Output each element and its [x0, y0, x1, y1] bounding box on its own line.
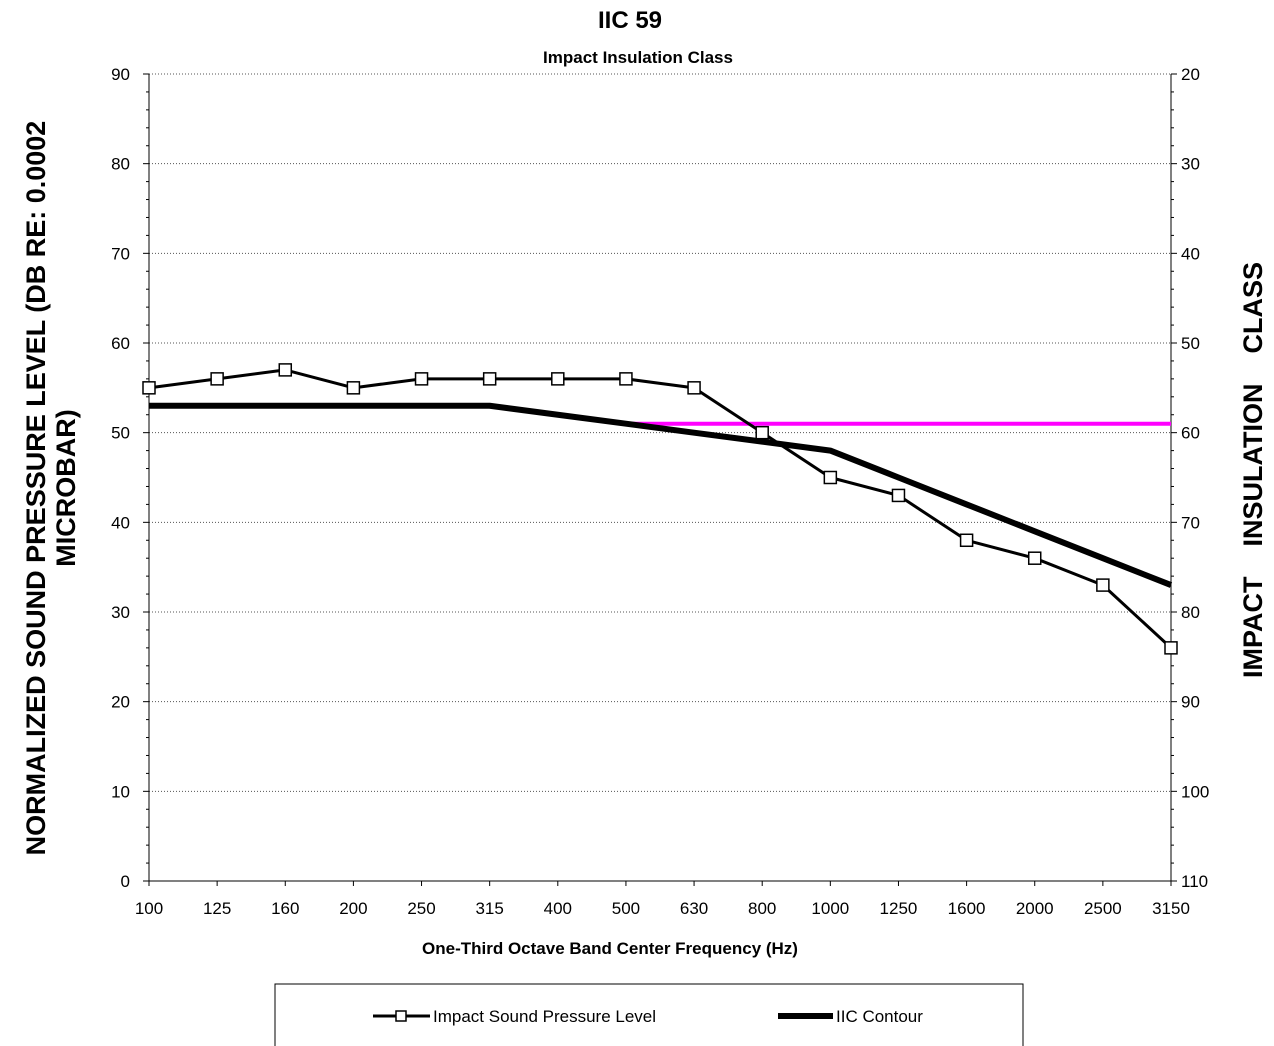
data-point-marker [959, 533, 974, 548]
y-tick-label: 90 [111, 65, 130, 84]
data-point-marker [346, 381, 361, 395]
series-markers [142, 363, 1178, 655]
y2-tick-label: 50 [1181, 334, 1200, 353]
data-point-marker [1164, 641, 1178, 655]
data-point-marker [891, 488, 906, 503]
legend-label-contour: IIC Contour [836, 1007, 923, 1026]
x-tick-label: 250 [407, 899, 435, 918]
y-tick-label: 80 [111, 155, 130, 174]
x-tick-label: 100 [135, 899, 163, 918]
y2-axis-ticks: 110 100 90 80 70 60 50 40 30 20 [1181, 65, 1209, 891]
x-tick-label: 1000 [811, 899, 849, 918]
y-tick-label: 20 [111, 693, 130, 712]
chart-title: IIC 59 [598, 7, 662, 34]
data-point-marker [1096, 578, 1110, 592]
y-tick-label: 40 [111, 513, 130, 532]
x-axis-label: One-Third Octave Band Center Frequency (… [422, 939, 798, 958]
data-point-marker [278, 363, 293, 377]
data-point-marker [414, 372, 429, 386]
chart-subtitle: Impact Insulation Class [543, 48, 733, 67]
y2-tick-label: 90 [1181, 693, 1200, 712]
legend: Impact Sound Pressure Level IIC Contour [274, 983, 1024, 1046]
y2-tick-label: 30 [1181, 155, 1200, 174]
data-point-marker [687, 381, 701, 395]
y2-tick-label: 20 [1181, 65, 1200, 84]
y2-tick-label: 80 [1181, 603, 1200, 622]
y-tick-label: 10 [111, 782, 130, 801]
y-tick-label: 70 [111, 244, 130, 263]
series-line-impact-sound-pressure-level [148, 368, 1173, 649]
x-tick-label: 500 [612, 899, 640, 918]
grid [149, 73, 1171, 792]
y2-tick-label: 110 [1181, 872, 1208, 891]
y-tick-label: 50 [111, 424, 130, 443]
x-tick-label: 3150 [1152, 899, 1190, 918]
x-tick-label: 2500 [1084, 899, 1122, 918]
data-point-marker [823, 470, 838, 485]
data-point-marker [210, 372, 224, 386]
y2-axis-label: IMPACT INSULATION CLASS [1238, 262, 1268, 678]
data-point-marker [755, 425, 769, 440]
y2-tick-label: 40 [1181, 244, 1200, 263]
y-axis-label-line2: MICROBAR) [51, 409, 81, 566]
x-tick-label: 1250 [880, 899, 918, 918]
x-tick-label: 800 [748, 899, 776, 918]
y2-tick-label: 70 [1181, 513, 1200, 532]
data-point-marker [482, 372, 497, 386]
y2-tick-label: 60 [1181, 424, 1200, 443]
legend-label-impact: Impact Sound Pressure Level [433, 1007, 656, 1026]
data-point-marker [551, 372, 565, 386]
plot-area [149, 74, 1171, 881]
y2-tick-label: 100 [1181, 782, 1209, 801]
x-tick-label: 630 [680, 899, 708, 918]
y-axis-ticks: 0 10 20 30 40 50 60 70 80 90 [111, 65, 130, 891]
data-point-marker [1027, 551, 1042, 565]
x-tick-label: 400 [544, 899, 572, 918]
x-tick-label: 200 [339, 899, 367, 918]
legend-marker-square [395, 1010, 407, 1022]
x-axis-ticks: 100 125 160 200 250 315 400 500 630 800 1000 1250 16… [135, 881, 1190, 918]
x-tick-label: 125 [203, 899, 231, 918]
series-line-iic-contour [149, 402, 1173, 588]
y-tick-label: 0 [121, 872, 130, 891]
y-tick-label: 60 [111, 334, 130, 353]
x-tick-label: 160 [271, 899, 299, 918]
x-tick-label: 315 [475, 899, 503, 918]
y-tick-label: 30 [111, 603, 130, 622]
axes [143, 73, 1177, 882]
y-axis-label: NORMALIZED SOUND PRESSURE LEVEL (DB RE: … [21, 121, 51, 856]
data-point-marker [142, 381, 156, 395]
data-point-marker [619, 372, 633, 386]
x-tick-label: 2000 [1016, 899, 1054, 918]
x-tick-label: 1600 [948, 899, 986, 918]
